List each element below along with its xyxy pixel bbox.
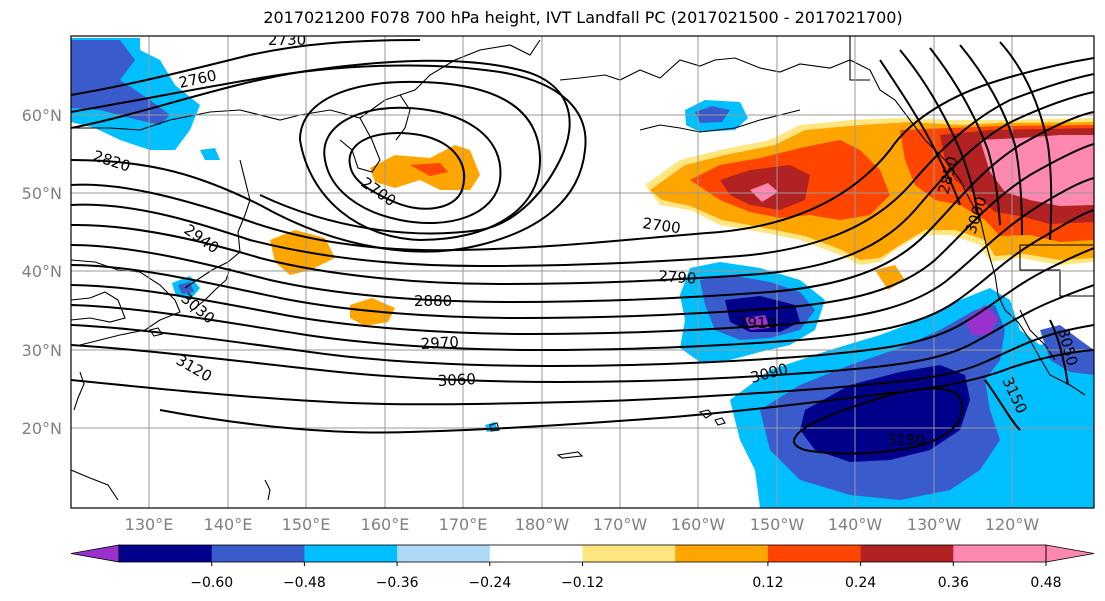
map-title: 2017021200 F078 700 hPa height, IVT Land… (263, 8, 903, 27)
latitude-labels: 60°N 50°N 40°N 30°N 20°N (22, 106, 62, 438)
negative-anomaly-siberia (71, 38, 220, 160)
lon-label-150e: 150°E (282, 515, 331, 534)
lon-label-130e: 130°E (125, 515, 174, 534)
colorbar-tick-label: −0.24 (468, 575, 511, 591)
lon-label-150w: 150°W (750, 515, 805, 534)
colorbar-tick-label: −0.12 (561, 575, 604, 591)
colorbar-tick-label: 0.48 (1030, 575, 1061, 591)
contour-label-3180: 3180 (887, 431, 925, 449)
lon-label-160e: 160°E (361, 515, 410, 534)
colorbar-segment (767, 545, 862, 562)
colorbar-extend-min (70, 544, 120, 563)
contour-label-3060: 3060 (437, 370, 476, 390)
map-frame (70, 35, 1095, 509)
colorbar-segment (304, 545, 398, 562)
colorbar: −0.60 −0.48 −0.36 −0.24 −0.12 0.12 0.24 0.36 0.4… (70, 544, 1095, 591)
contour-label-2700-pacific: 2700 (641, 214, 681, 237)
contour-label-2790: 2790 (658, 267, 697, 288)
lon-label-170e: 170°E (439, 515, 488, 534)
lat-label-60n: 60°N (22, 106, 62, 125)
longitude-labels: 130°E 140°E 150°E 160°E 170°E 180°W 170°… (125, 515, 1040, 534)
contour-label-2730: 2730 (268, 31, 306, 49)
contour-label-2970: 2970 (420, 333, 459, 353)
colorbar-segment (582, 545, 676, 562)
colorbar-tick-label: 0.12 (752, 575, 783, 591)
colorbar-segment (397, 545, 491, 562)
lon-label-170w: 170°W (593, 515, 648, 534)
colorbar-tick-label: −0.36 (376, 575, 419, 591)
lon-label-130w: 130°W (907, 515, 962, 534)
colorbar-segment (489, 545, 583, 562)
positive-anomaly-okhotsk (370, 145, 480, 190)
contour-label-2880: 2880 (414, 292, 452, 310)
colorbar-segment (675, 545, 769, 562)
lat-label-50n: 50°N (22, 184, 62, 203)
height-contours (71, 39, 1094, 455)
lat-label-30n: 30°N (22, 341, 62, 360)
lat-label-20n: 20°N (22, 419, 62, 438)
colorbar-tick-label: 0.36 (938, 575, 969, 591)
colorbar-segment (119, 545, 213, 562)
coastlines (71, 36, 1094, 501)
lat-label-40n: 40°N (22, 262, 62, 281)
colorbar-extend-max (1045, 544, 1095, 563)
lon-label-140e: 140°E (204, 515, 253, 534)
colorbar-segment (953, 545, 1047, 562)
lon-label-120w: 120°W (985, 515, 1040, 534)
colorbar-tick-label: −0.48 (283, 575, 326, 591)
lon-label-160w: 160°W (671, 515, 726, 534)
colorbar-segment (860, 545, 954, 562)
contour-label-2910: 2910 (738, 314, 776, 332)
lon-label-140w: 140°W (828, 515, 883, 534)
lon-label-180w: 180°W (515, 515, 570, 534)
colorbar-tick-label: 0.24 (845, 575, 876, 591)
colorbar-tick-label: −0.60 (190, 575, 233, 591)
colorbar-segment (211, 545, 305, 562)
